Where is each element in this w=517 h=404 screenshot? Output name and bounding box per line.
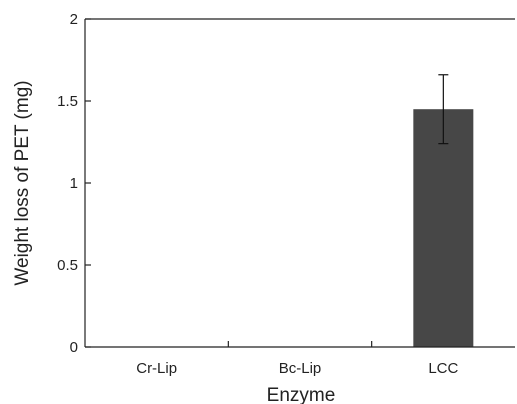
bar-lcc (413, 109, 474, 347)
x-ticks-group: Cr-Lip Bc-Lip LCC (136, 341, 459, 377)
y-tick-label: 2 (70, 11, 78, 28)
y-tick-label: 0.5 (57, 257, 78, 274)
y-tick-label: 0 (70, 339, 78, 356)
x-tick-label: LCC (428, 360, 458, 377)
y-tick-label: 1.5 (57, 93, 78, 110)
bars-group (413, 109, 474, 347)
y-axis-title: Weight loss of PET (mg) (12, 80, 33, 285)
x-tick-label: Bc-Lip (279, 360, 322, 377)
error-bar-lcc (438, 74, 449, 145)
x-axis-title: Enzyme (267, 385, 336, 404)
y-ticks-group: 0 0.5 1 1.5 2 (57, 11, 91, 356)
y-tick-label: 1 (70, 175, 78, 192)
x-tick-label: Cr-Lip (136, 360, 177, 377)
error-bars-group (438, 74, 449, 145)
